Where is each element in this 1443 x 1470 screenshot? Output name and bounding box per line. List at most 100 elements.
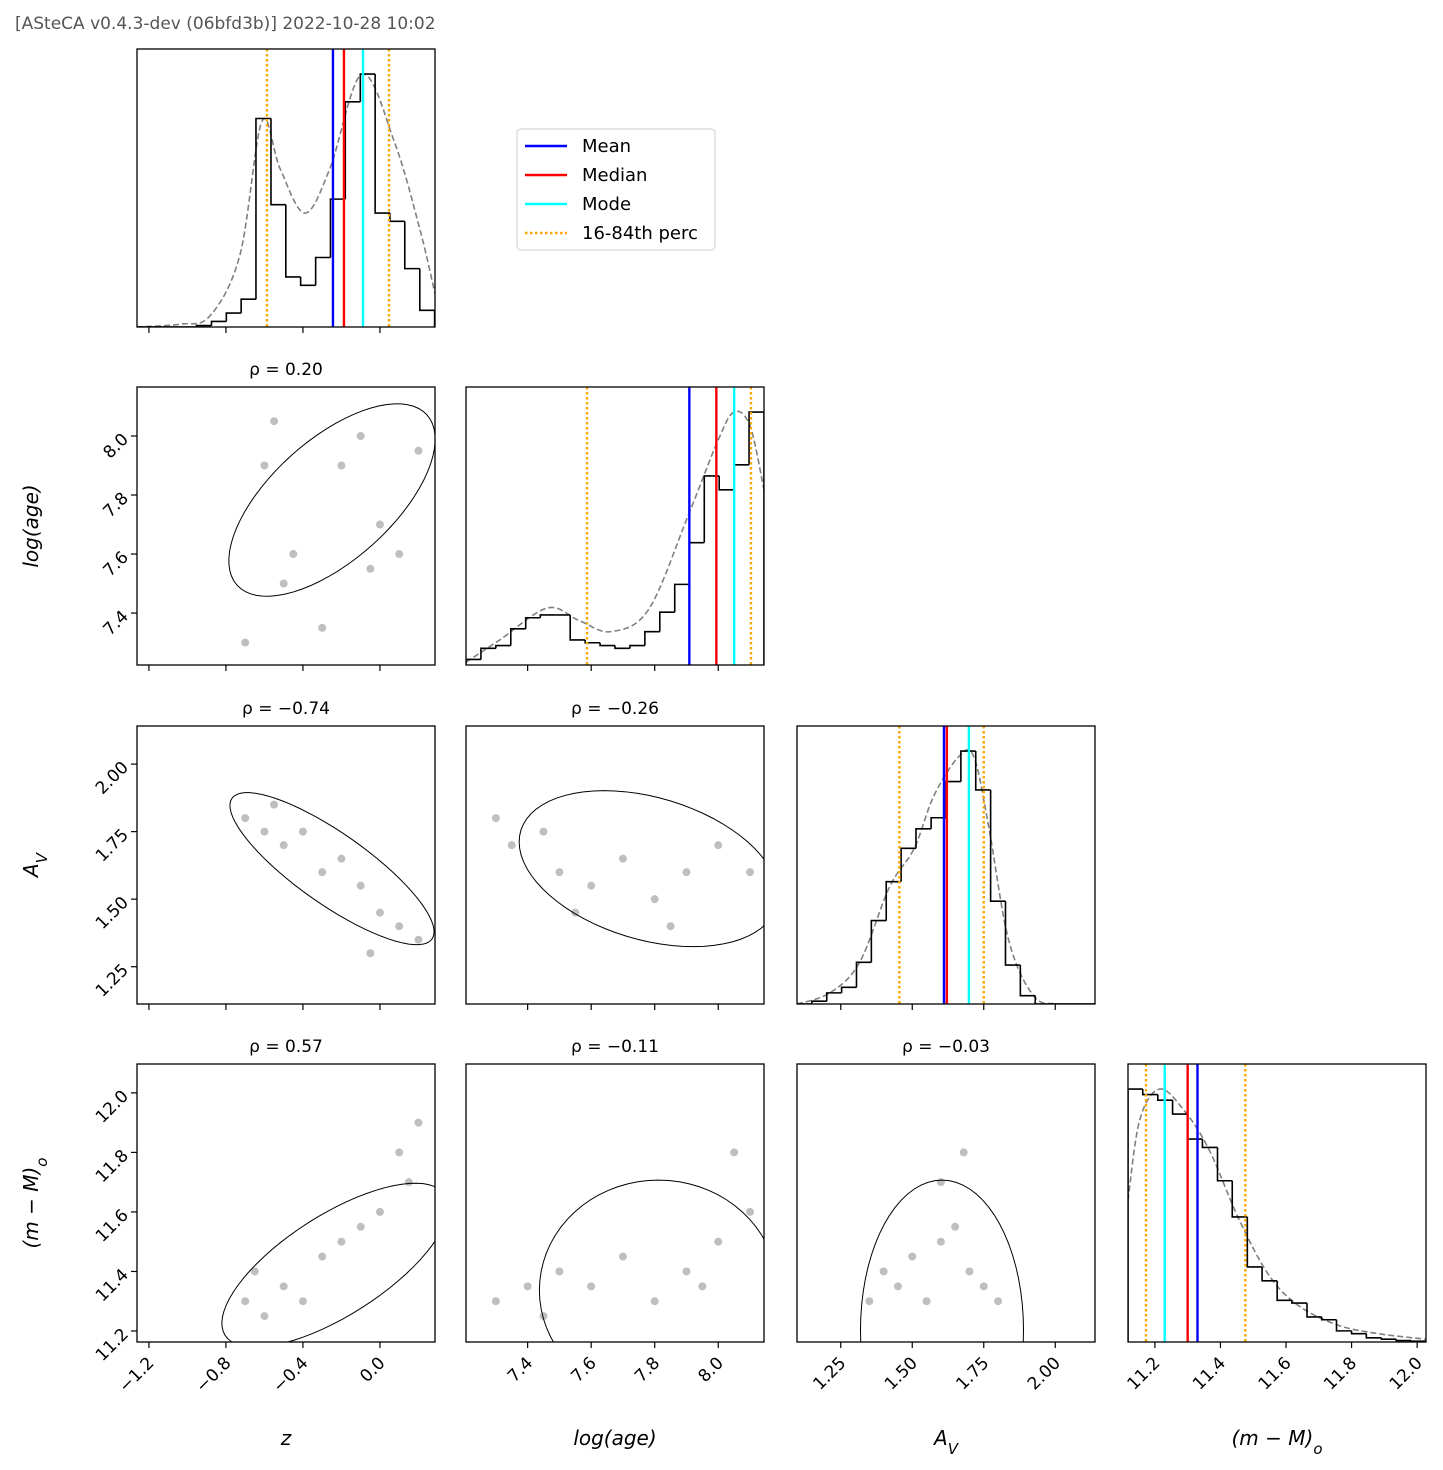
hist-step [811,1000,827,1004]
sample-point [337,1237,346,1246]
sample-point [746,868,755,877]
rho-title: ρ = −0.74 [242,699,330,719]
x-tick-label: 11.2 [1124,1353,1165,1394]
sample-point [650,895,659,904]
sample-point [893,1282,902,1291]
panel-frame [1127,1063,1427,1343]
sample-point [241,814,250,823]
sample-point [298,827,307,836]
hist-step [1171,1100,1188,1115]
sample-point [746,1207,755,1216]
hist-step [644,630,660,646]
panel [221,1118,435,1342]
hist-step [495,644,511,649]
hist-step [1261,1266,1278,1282]
sample-point [650,1297,659,1306]
rho-title: ρ = −0.03 [902,1037,990,1057]
sample-point [994,1297,1003,1306]
sample-point [395,1148,404,1157]
rho-title: ρ = −0.11 [571,1037,659,1057]
panel [228,403,435,647]
sample-point [714,841,723,850]
sample-point [666,922,675,931]
y-tick-label: 7.6 [100,548,133,581]
x-axis-label: z [280,1426,292,1450]
x-tick-label: 1.50 [881,1353,922,1394]
sample-point [279,841,288,850]
sample-point [730,1148,739,1157]
sample-point [356,1222,365,1231]
sample-point [414,446,423,455]
panel-frame [796,1063,1096,1343]
sample-point [587,881,596,890]
sample-point [375,908,384,917]
y-tick-label: 7.8 [100,489,133,522]
y-tick-label: 2.00 [92,758,133,799]
hist-step [1395,1339,1412,1342]
panel [859,1148,1025,1342]
hist-step [870,919,887,963]
label-main: log(age) [19,484,43,567]
kde-curve [466,410,764,663]
hist-step [314,256,331,286]
hist-step [1201,1139,1218,1149]
sample-point [965,1267,974,1276]
hist-step [509,628,526,646]
sample-point [491,814,500,823]
ellipse [518,790,764,948]
panel-frame [465,386,765,666]
y-tick-label: 12.0 [92,1087,133,1128]
sample-point [587,1282,596,1291]
panel-frame [136,48,436,328]
x-axis-label: log(age) [573,1426,656,1450]
x-tick-label: 0.0 [356,1353,389,1386]
hist-step [210,320,227,326]
hist-step [945,780,961,818]
sample-point [922,1297,931,1306]
legend-label: 16-84th perc [582,223,698,244]
panel-frame [465,1063,765,1343]
hist-step [1410,1340,1426,1342]
hist-step [1216,1147,1233,1182]
hist-step [673,583,690,613]
panel [1128,1064,1426,1342]
ellipse [229,792,435,946]
hist-step [1019,965,1036,997]
hist-step [930,816,946,829]
header: [ASteCA v0.4.3-dev (06bfd3b)] 2022-10-28… [15,14,436,34]
hist-step [900,847,916,882]
sample-point [279,1282,288,1291]
kde-curve [137,73,435,327]
hist-step [703,475,720,543]
x-tick-label: 7.4 [504,1353,537,1386]
legend-label: Median [582,165,647,186]
x-tick-label: 7.8 [631,1353,664,1386]
hist-step [885,880,902,921]
sample-point [555,1267,564,1276]
hist-step [1320,1316,1337,1321]
panel-frame [796,725,1096,1005]
panel [797,726,1095,1004]
hist-step [688,541,705,585]
hist-step [733,464,750,490]
hist-step [359,73,376,102]
label-main: A [19,863,43,879]
hist-step [1157,1094,1173,1101]
y-tick-label: 11.6 [92,1206,133,1247]
y-tick-label: 1.25 [92,960,133,1001]
sample-point [366,564,375,573]
sample-point [318,868,327,877]
sample-point [318,623,327,632]
x-tick-label: −1.2 [115,1353,158,1396]
hist-step [255,117,271,300]
hist-step [599,642,615,647]
panel [466,387,764,665]
sample-point [618,854,627,863]
hist-step [825,992,842,1002]
hist-step [1276,1280,1292,1302]
hist-step [1004,901,1021,966]
sample-point [404,1178,413,1187]
x-tick-label: 12.0 [1386,1353,1427,1394]
sample-point [879,1267,888,1276]
